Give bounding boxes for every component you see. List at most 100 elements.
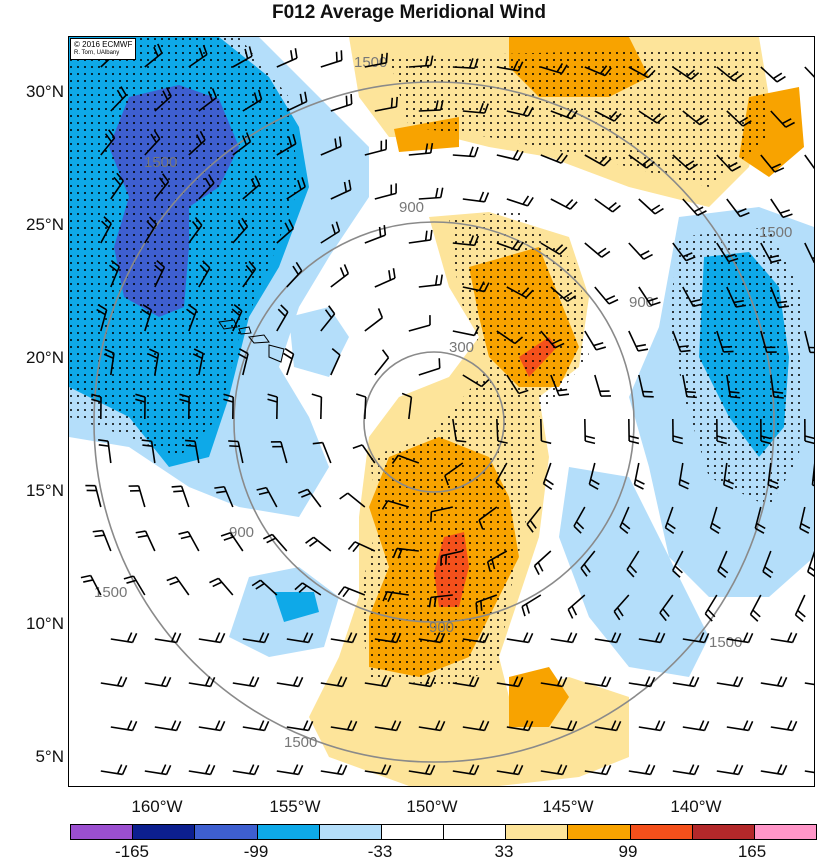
wind-barb (100, 676, 128, 688)
wind-barb (381, 499, 410, 510)
colorbar-label-4: 33 (494, 842, 514, 861)
wind-barb (452, 326, 480, 337)
wind-barb (418, 358, 441, 376)
wind-barb (110, 632, 138, 644)
contour-label-outer-e: 1500 (759, 224, 792, 241)
wind-barb (330, 94, 353, 112)
wind-barb (286, 261, 303, 288)
wind-barb (573, 506, 586, 534)
wind-barb (540, 330, 565, 349)
wind-barb (123, 575, 146, 596)
coastline-islands (218, 319, 285, 363)
colorbar-segment-1 (71, 825, 134, 839)
wind-barb (506, 632, 534, 644)
wind-barb (584, 65, 612, 77)
wind-barb (374, 268, 396, 288)
wind-barb (198, 260, 211, 288)
wind-barb (188, 216, 203, 244)
wind-barb (682, 374, 697, 399)
wind-barb (682, 110, 709, 126)
wind-barb (628, 154, 655, 169)
wind-barb (276, 219, 295, 244)
wind-barb (594, 198, 621, 213)
contour-label-inner: 300 (449, 339, 474, 356)
wind-barb (619, 506, 631, 535)
wind-barb (364, 676, 392, 688)
wind-barb (638, 110, 666, 124)
wind-barb (98, 439, 112, 464)
wind-barb (770, 720, 798, 732)
wind-barb (462, 720, 490, 732)
wind-barb (144, 676, 172, 688)
wind-barb (533, 550, 552, 576)
wind-barb (762, 550, 774, 579)
wind-barb (374, 349, 390, 376)
wind-barb (198, 720, 226, 732)
wind-barb (506, 720, 534, 732)
wind-barb (716, 66, 743, 82)
wind-barbs (80, 42, 814, 776)
wind-barb (418, 187, 444, 200)
wind-barb (584, 330, 607, 351)
wind-barb (305, 536, 332, 552)
wind-barb (347, 541, 376, 553)
wind-barb (452, 676, 480, 688)
positive-wind-region-south (509, 667, 569, 727)
wind-barb (452, 58, 479, 69)
wind-barb (567, 594, 586, 619)
colorbar-segment-6 (381, 825, 445, 839)
wind-barb (144, 43, 163, 68)
lat-label-25n: 25°N (26, 215, 64, 234)
wind-barb (584, 242, 611, 258)
wind-barb (178, 530, 200, 552)
wind-barb (626, 550, 640, 578)
wind-barb (232, 676, 260, 688)
wind-barb (166, 576, 190, 596)
significance-stipple-east (669, 227, 804, 507)
wind-barb (452, 764, 480, 776)
wind-barb (330, 720, 358, 732)
wind-barb (682, 198, 707, 217)
colorbar-label-6: 165 (737, 842, 767, 861)
wind-barb (100, 129, 116, 156)
wind-barb (154, 720, 182, 732)
wind-barb (506, 374, 529, 395)
colorbar-label-1: -165 (114, 842, 150, 861)
wind-barb (96, 304, 108, 332)
wind-barb (135, 393, 146, 420)
wind-barb (198, 632, 226, 644)
wind-barb (209, 577, 234, 596)
colorbar-segment-11 (692, 825, 755, 839)
wind-barb (638, 286, 661, 307)
wind-barb (141, 439, 156, 464)
wind-barb (770, 632, 798, 644)
wind-barb (682, 286, 704, 308)
wind-barb (298, 488, 322, 508)
wind-barb (682, 632, 710, 644)
wind-barb (188, 676, 216, 688)
colorbar-segment-2 (133, 825, 196, 839)
wind-barb (374, 96, 398, 112)
wind-barb (804, 418, 814, 445)
wind-barb (760, 66, 786, 83)
wind-barb (374, 632, 402, 644)
wind-barb (726, 720, 754, 732)
wind-barb (364, 225, 387, 244)
contour-label-outer-n: 1500 (354, 54, 387, 71)
wind-barb (223, 393, 234, 420)
wind-barb (495, 462, 508, 490)
wind-barb (486, 550, 508, 572)
wind-barb (804, 66, 814, 78)
colorbar-segment-10 (630, 825, 693, 839)
wind-barb (672, 418, 683, 445)
wind-barb (337, 586, 366, 598)
wind-barb (108, 259, 121, 288)
wind-barb (550, 198, 578, 210)
colorbar-segment-5 (319, 825, 382, 839)
colorbar-segment-4 (257, 825, 320, 839)
colorbar (70, 824, 817, 840)
lat-label-15n: 15°N (26, 481, 64, 500)
colorbar-label-5: 99 (618, 842, 638, 861)
wind-barb (638, 720, 666, 732)
wind-barb (374, 183, 397, 200)
